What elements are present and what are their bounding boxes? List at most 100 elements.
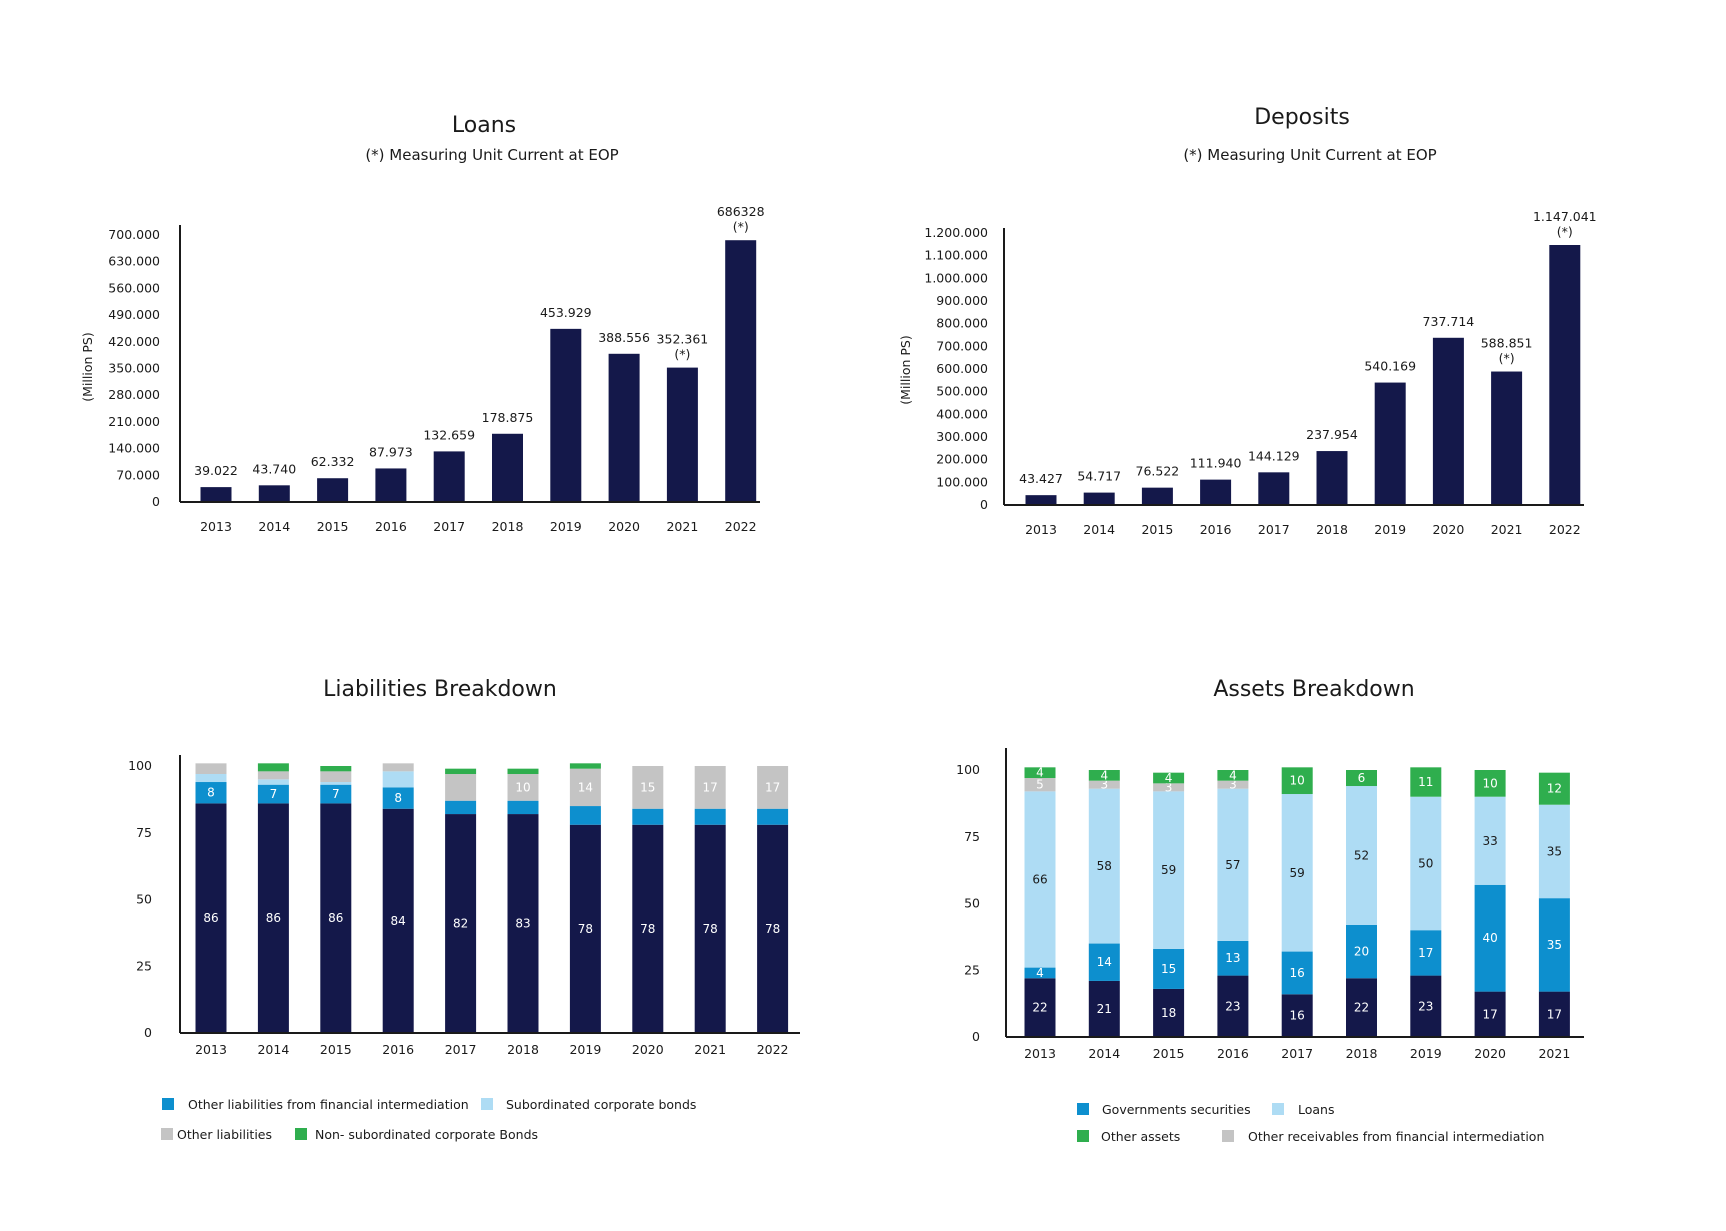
assets-segment-label: 21 bbox=[1097, 1002, 1112, 1016]
liabilities-y-ticks: 0 25 50 75 100 bbox=[128, 758, 152, 1040]
assets-segment bbox=[1153, 948, 1185, 989]
loans-data-label: 62.332 bbox=[311, 454, 355, 469]
assets-segment-label: 10 bbox=[1482, 776, 1497, 790]
assets-legend-swatch-2 bbox=[1077, 1130, 1089, 1142]
liabilities-legend-item-2: Other liabilities bbox=[177, 1127, 272, 1142]
assets-segment-label: 4 bbox=[1100, 768, 1108, 782]
loans-data-label: 87.973 bbox=[369, 444, 413, 459]
loans-y-tick: 700.000 bbox=[108, 227, 160, 242]
assets-segment bbox=[1474, 796, 1506, 885]
liabilities-segment-label: 17 bbox=[765, 780, 780, 794]
deposits-bar bbox=[1491, 371, 1523, 505]
assets-segment bbox=[1088, 788, 1120, 944]
liabilities-segment bbox=[257, 784, 289, 804]
deposits-x-tick: 2016 bbox=[1200, 522, 1232, 537]
loans-data-label: 132.659 bbox=[423, 427, 475, 442]
assets-segment bbox=[1474, 770, 1506, 797]
liabilities-x-tick: 2014 bbox=[257, 1042, 289, 1057]
deposits-bar bbox=[1141, 487, 1173, 505]
assets-segment bbox=[1538, 898, 1570, 992]
liabilities-segment bbox=[507, 800, 539, 815]
deposits-bars: 43.427 54.717 76.522 111.940 144.129 237.954 5… bbox=[1019, 209, 1597, 506]
assets-segment-label: 12 bbox=[1547, 782, 1562, 796]
liabilities-segment bbox=[507, 774, 539, 801]
loans-x-tick: 2016 bbox=[375, 519, 407, 534]
liabilities-segment bbox=[320, 766, 352, 772]
assets-legend-item-3: Other receivables from financial interme… bbox=[1248, 1129, 1544, 1144]
liabilities-segment bbox=[382, 763, 414, 772]
liabilities-segment bbox=[507, 768, 539, 775]
assets-segment-label: 10 bbox=[1290, 774, 1305, 788]
loans-data-label: 352.361 bbox=[657, 332, 709, 347]
deposits-data-label: 43.427 bbox=[1019, 471, 1063, 486]
deposits-y-ticks: 0 100.000 200.000 300.000 400.000 500.000 600.… bbox=[924, 225, 988, 512]
liabilities-segment bbox=[320, 782, 352, 785]
deposits-y-tick: 300.000 bbox=[936, 429, 988, 444]
liabilities-x-tick: 2021 bbox=[694, 1042, 726, 1057]
assets-segment-label: 59 bbox=[1290, 866, 1305, 880]
deposits-y-tick: 1.200.000 bbox=[924, 225, 988, 240]
assets-legend-item-2: Other assets bbox=[1101, 1129, 1180, 1144]
assets-segment bbox=[1346, 770, 1377, 787]
loans-bar bbox=[258, 485, 290, 502]
liabilities-segment-label: 78 bbox=[578, 922, 593, 936]
assets-segment-label: 4 bbox=[1165, 771, 1173, 785]
assets-y-tick: 100 bbox=[956, 762, 980, 777]
liabilities-segment-label: 8 bbox=[207, 786, 215, 800]
liabilities-x-ticks: 2013 2014 2015 2016 2017 2018 2019 2020 2021 2022 bbox=[195, 1042, 788, 1057]
assets-segment-label: 3 bbox=[1165, 780, 1173, 794]
deposits-y-tick: 600.000 bbox=[936, 361, 988, 376]
liabilities-segment bbox=[320, 771, 352, 783]
liabilities-segment bbox=[445, 814, 477, 1033]
assets-segment bbox=[1217, 940, 1249, 976]
loans-y-tick: 420.000 bbox=[108, 334, 160, 349]
deposits-x-tick: 2017 bbox=[1258, 522, 1290, 537]
loans-y-tick: 70.000 bbox=[116, 467, 160, 482]
assets-segment-label: 3 bbox=[1229, 778, 1237, 792]
loans-chart: Loans (*) Measuring Unit Current at EOP … bbox=[80, 113, 765, 534]
assets-segment-label: 58 bbox=[1097, 859, 1112, 873]
loans-x-tick: 2020 bbox=[608, 519, 640, 534]
liabilities-segment bbox=[257, 803, 289, 1033]
deposits-data-label: 588.851 bbox=[1481, 336, 1533, 351]
deposits-y-tick: 1.100.000 bbox=[924, 248, 988, 263]
liabilities-legend-item-0: Other liabilities from financial interme… bbox=[188, 1097, 469, 1112]
assets-segment bbox=[1410, 975, 1442, 1037]
loans-data-label: 178.875 bbox=[482, 410, 534, 425]
assets-segment bbox=[1346, 924, 1377, 979]
liabilities-segment bbox=[382, 771, 414, 788]
deposits-y-tick: 700.000 bbox=[936, 338, 988, 353]
assets-title: Assets Breakdown bbox=[1213, 677, 1414, 702]
liabilities-legend-item-1: Subordinated corporate bonds bbox=[506, 1097, 696, 1112]
assets-segment bbox=[1153, 772, 1185, 784]
assets-bars: 2246654211458341815593423135734161659010… bbox=[1024, 766, 1570, 1037]
loans-y-tick: 140.000 bbox=[108, 441, 160, 456]
assets-segment-label: 4 bbox=[1036, 766, 1044, 780]
deposits-bar bbox=[1374, 382, 1406, 505]
loans-title: Loans bbox=[452, 113, 516, 138]
loans-bar bbox=[200, 487, 232, 502]
liabilities-legend: Other liabilities from financial interme… bbox=[161, 1097, 696, 1142]
assets-segment-label: 15 bbox=[1161, 962, 1176, 976]
deposits-data-label: 76.522 bbox=[1136, 464, 1180, 479]
deposits-bar bbox=[1200, 479, 1232, 505]
assets-segment-label: 50 bbox=[1418, 856, 1433, 870]
loans-y-tick: 630.000 bbox=[108, 254, 160, 269]
liabilities-segment bbox=[632, 824, 664, 1033]
assets-segment-label: 40 bbox=[1482, 931, 1497, 945]
assets-segment-label: 16 bbox=[1290, 966, 1305, 980]
loans-y-ticks: 0 70.000 140.000 210.000 280.000 350.000 420.0… bbox=[108, 227, 160, 509]
assets-segment-label: 59 bbox=[1161, 863, 1176, 877]
liabilities-segment bbox=[632, 766, 664, 809]
assets-segment bbox=[1538, 772, 1570, 805]
assets-segment-label: 20 bbox=[1354, 945, 1369, 959]
loans-x-tick: 2013 bbox=[200, 519, 232, 534]
deposits-data-label: 111.940 bbox=[1190, 456, 1242, 471]
liabilities-segment bbox=[507, 814, 539, 1033]
deposits-y-axis-label: (Million PS) bbox=[898, 335, 913, 404]
deposits-x-tick: 2013 bbox=[1025, 522, 1057, 537]
assets-segment-label: 33 bbox=[1482, 834, 1497, 848]
deposits-data-label: 540.169 bbox=[1364, 359, 1416, 374]
assets-segment-label: 16 bbox=[1290, 1009, 1305, 1023]
